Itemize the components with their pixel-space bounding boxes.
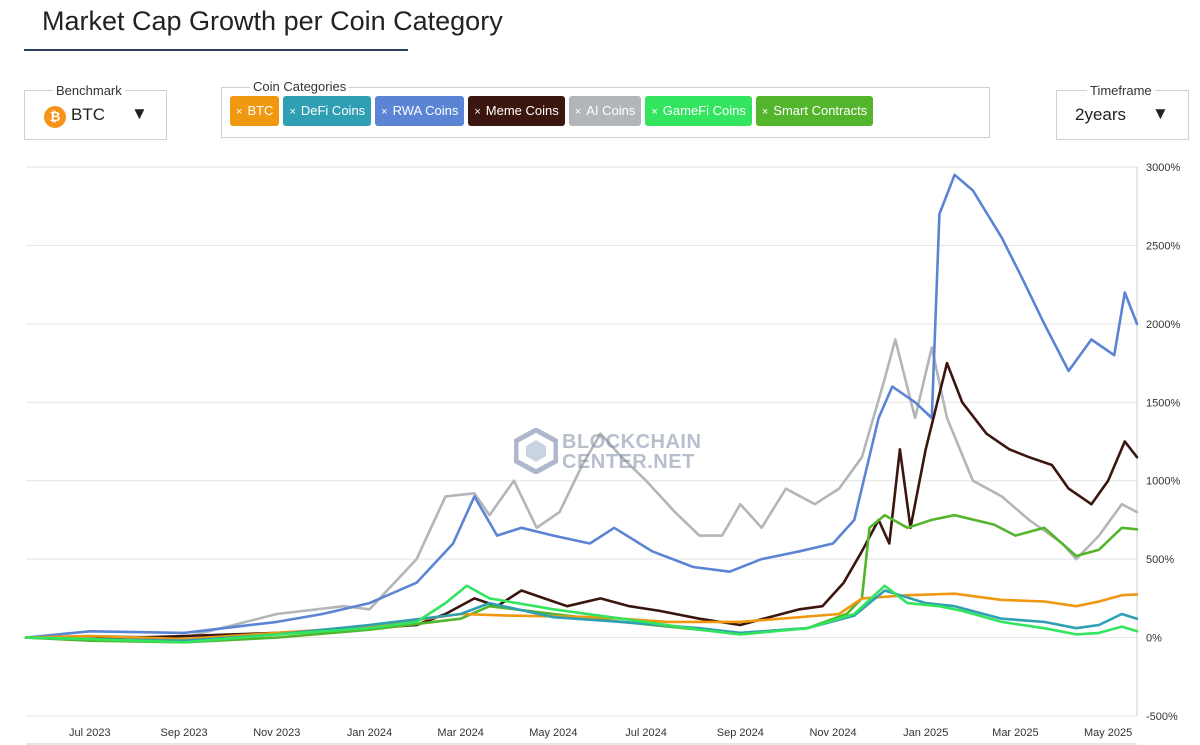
- title-underline: [24, 49, 408, 51]
- category-chip-ai-coins[interactable]: × AI Coins: [568, 96, 642, 126]
- caret-down-icon[interactable]: ▼: [131, 104, 148, 123]
- series-line-gamefi-coins: [24, 584, 1139, 644]
- coin-categories-box: [221, 87, 990, 138]
- benchmark-value[interactable]: BTC: [71, 105, 105, 124]
- blockchain-logo-icon: [513, 427, 559, 475]
- category-chip-gamefi-coins[interactable]: × GameFi Coins: [645, 96, 752, 126]
- category-chip-label: Smart Contracts: [773, 103, 868, 118]
- x-tick-label: May 2025: [1084, 727, 1132, 739]
- x-tick-label: Mar 2025: [992, 727, 1038, 739]
- timeframe-caption: Timeframe: [1087, 83, 1155, 98]
- series-line-smart-contracts: [24, 513, 1139, 644]
- category-chip-meme-coins[interactable]: × Meme Coins: [468, 96, 565, 126]
- x-tick-label: Jul 2024: [625, 727, 667, 739]
- y-tick-label: 1000%: [1146, 476, 1180, 488]
- category-chip-label: BTC: [247, 103, 274, 118]
- market-cap-chart: 3000% 2500% 2000% 1500% 1000% 500% 0% -500% Jul …: [24, 162, 1180, 745]
- x-tick-label: Jul 2023: [69, 727, 111, 739]
- series-line-meme-coins: [24, 361, 1139, 641]
- category-chip-label: Meme Coins: [485, 103, 559, 118]
- benchmark-caption: Benchmark: [53, 83, 125, 98]
- y-tick-label: 3000%: [1146, 162, 1180, 174]
- series-line-ai-coins: [24, 338, 1139, 639]
- category-chip-label: AI Coins: [586, 103, 636, 118]
- watermark-line1: BLOCKCHAIN: [562, 431, 702, 453]
- caret-down-icon[interactable]: ▼: [1152, 104, 1169, 123]
- y-tick-label: 1500%: [1146, 397, 1180, 409]
- coin-categories-caption: Coin Categories: [250, 79, 350, 94]
- category-chip-btc[interactable]: × BTC: [230, 96, 280, 126]
- x-tick-label: Jan 2024: [347, 727, 392, 739]
- x-tick-label: Nov 2023: [253, 727, 300, 739]
- x-tick-label: May 2024: [529, 727, 577, 739]
- y-tick-label: -500%: [1146, 711, 1178, 723]
- remove-icon[interactable]: ×: [236, 106, 243, 118]
- x-tick-label: Mar 2024: [437, 727, 483, 739]
- remove-icon[interactable]: ×: [289, 106, 296, 118]
- category-chip-label: GameFi Coins: [662, 103, 746, 118]
- x-tick-label: Jan 2025: [903, 727, 948, 739]
- x-tick-label: Sep 2023: [161, 727, 208, 739]
- page-title: Market Cap Growth per Coin Category: [42, 6, 503, 36]
- category-chip-smart-contracts[interactable]: × Smart Contracts: [755, 96, 874, 126]
- remove-icon[interactable]: ×: [574, 106, 582, 118]
- category-chip-defi-coins[interactable]: × DeFi Coins: [283, 96, 372, 126]
- y-tick-label: 2000%: [1146, 319, 1180, 331]
- x-tick-label: Nov 2024: [809, 727, 856, 739]
- timeframe-value[interactable]: 2years: [1075, 105, 1127, 124]
- remove-icon[interactable]: ×: [381, 106, 388, 118]
- remove-icon[interactable]: ×: [761, 106, 769, 118]
- x-tick-label: Sep 2024: [717, 727, 764, 739]
- series-line-rwa-coins: [24, 173, 1139, 639]
- y-tick-label: 2500%: [1146, 240, 1180, 252]
- bitcoin-icon: ₿: [44, 106, 66, 128]
- category-chip-label: RWA Coins: [392, 103, 459, 118]
- remove-icon[interactable]: ×: [474, 106, 481, 118]
- watermark-line2: CENTER.NET: [562, 451, 695, 473]
- category-chip-list: × BTC × DeFi Coins × RWA Coins × Meme Coins × AI …: [230, 96, 874, 126]
- category-chip-label: DeFi Coins: [300, 103, 366, 118]
- y-tick-label: 500%: [1146, 554, 1174, 566]
- remove-icon[interactable]: ×: [651, 106, 658, 118]
- watermark-logo: BLOCKCHAIN CENTER.NET: [513, 427, 701, 479]
- y-tick-label: 0%: [1146, 633, 1162, 645]
- category-chip-rwa-coins[interactable]: × RWA Coins: [375, 96, 465, 126]
